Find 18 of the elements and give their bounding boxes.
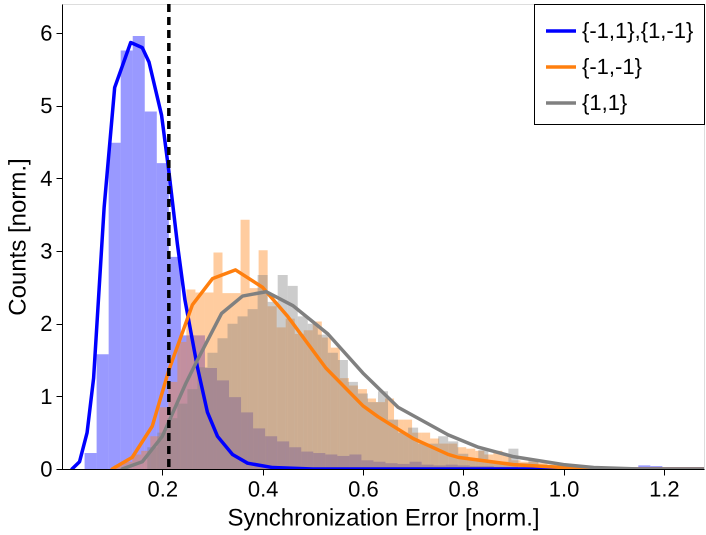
- x-tick-label: 0.4: [248, 476, 278, 502]
- y-tick-label: 0: [40, 456, 52, 482]
- y-tick-label: 4: [40, 166, 52, 191]
- y-tick-label: 2: [40, 311, 52, 336]
- x-tick-label: 0.6: [348, 476, 379, 502]
- y-axis-title: Counts [norm.]: [4, 158, 32, 316]
- x-tick-label: 0.2: [148, 476, 178, 502]
- y-tick-label: 3: [40, 238, 52, 264]
- y-tick-label: 6: [40, 20, 52, 46]
- x-tick-label: 1.2: [649, 476, 680, 502]
- x-tick-label: 0.8: [448, 476, 480, 502]
- legend-label: {-1,1},{1,-1}: [582, 18, 694, 43]
- x-tick-label: 1.0: [548, 476, 580, 502]
- x-axis-title: Synchronization Error [norm.]: [227, 504, 540, 532]
- y-tick-label: 5: [40, 93, 52, 118]
- legend-label: {-1,-1}: [582, 54, 642, 79]
- legend-label: {1,1}: [582, 90, 628, 115]
- y-tick-label: 1: [40, 384, 52, 409]
